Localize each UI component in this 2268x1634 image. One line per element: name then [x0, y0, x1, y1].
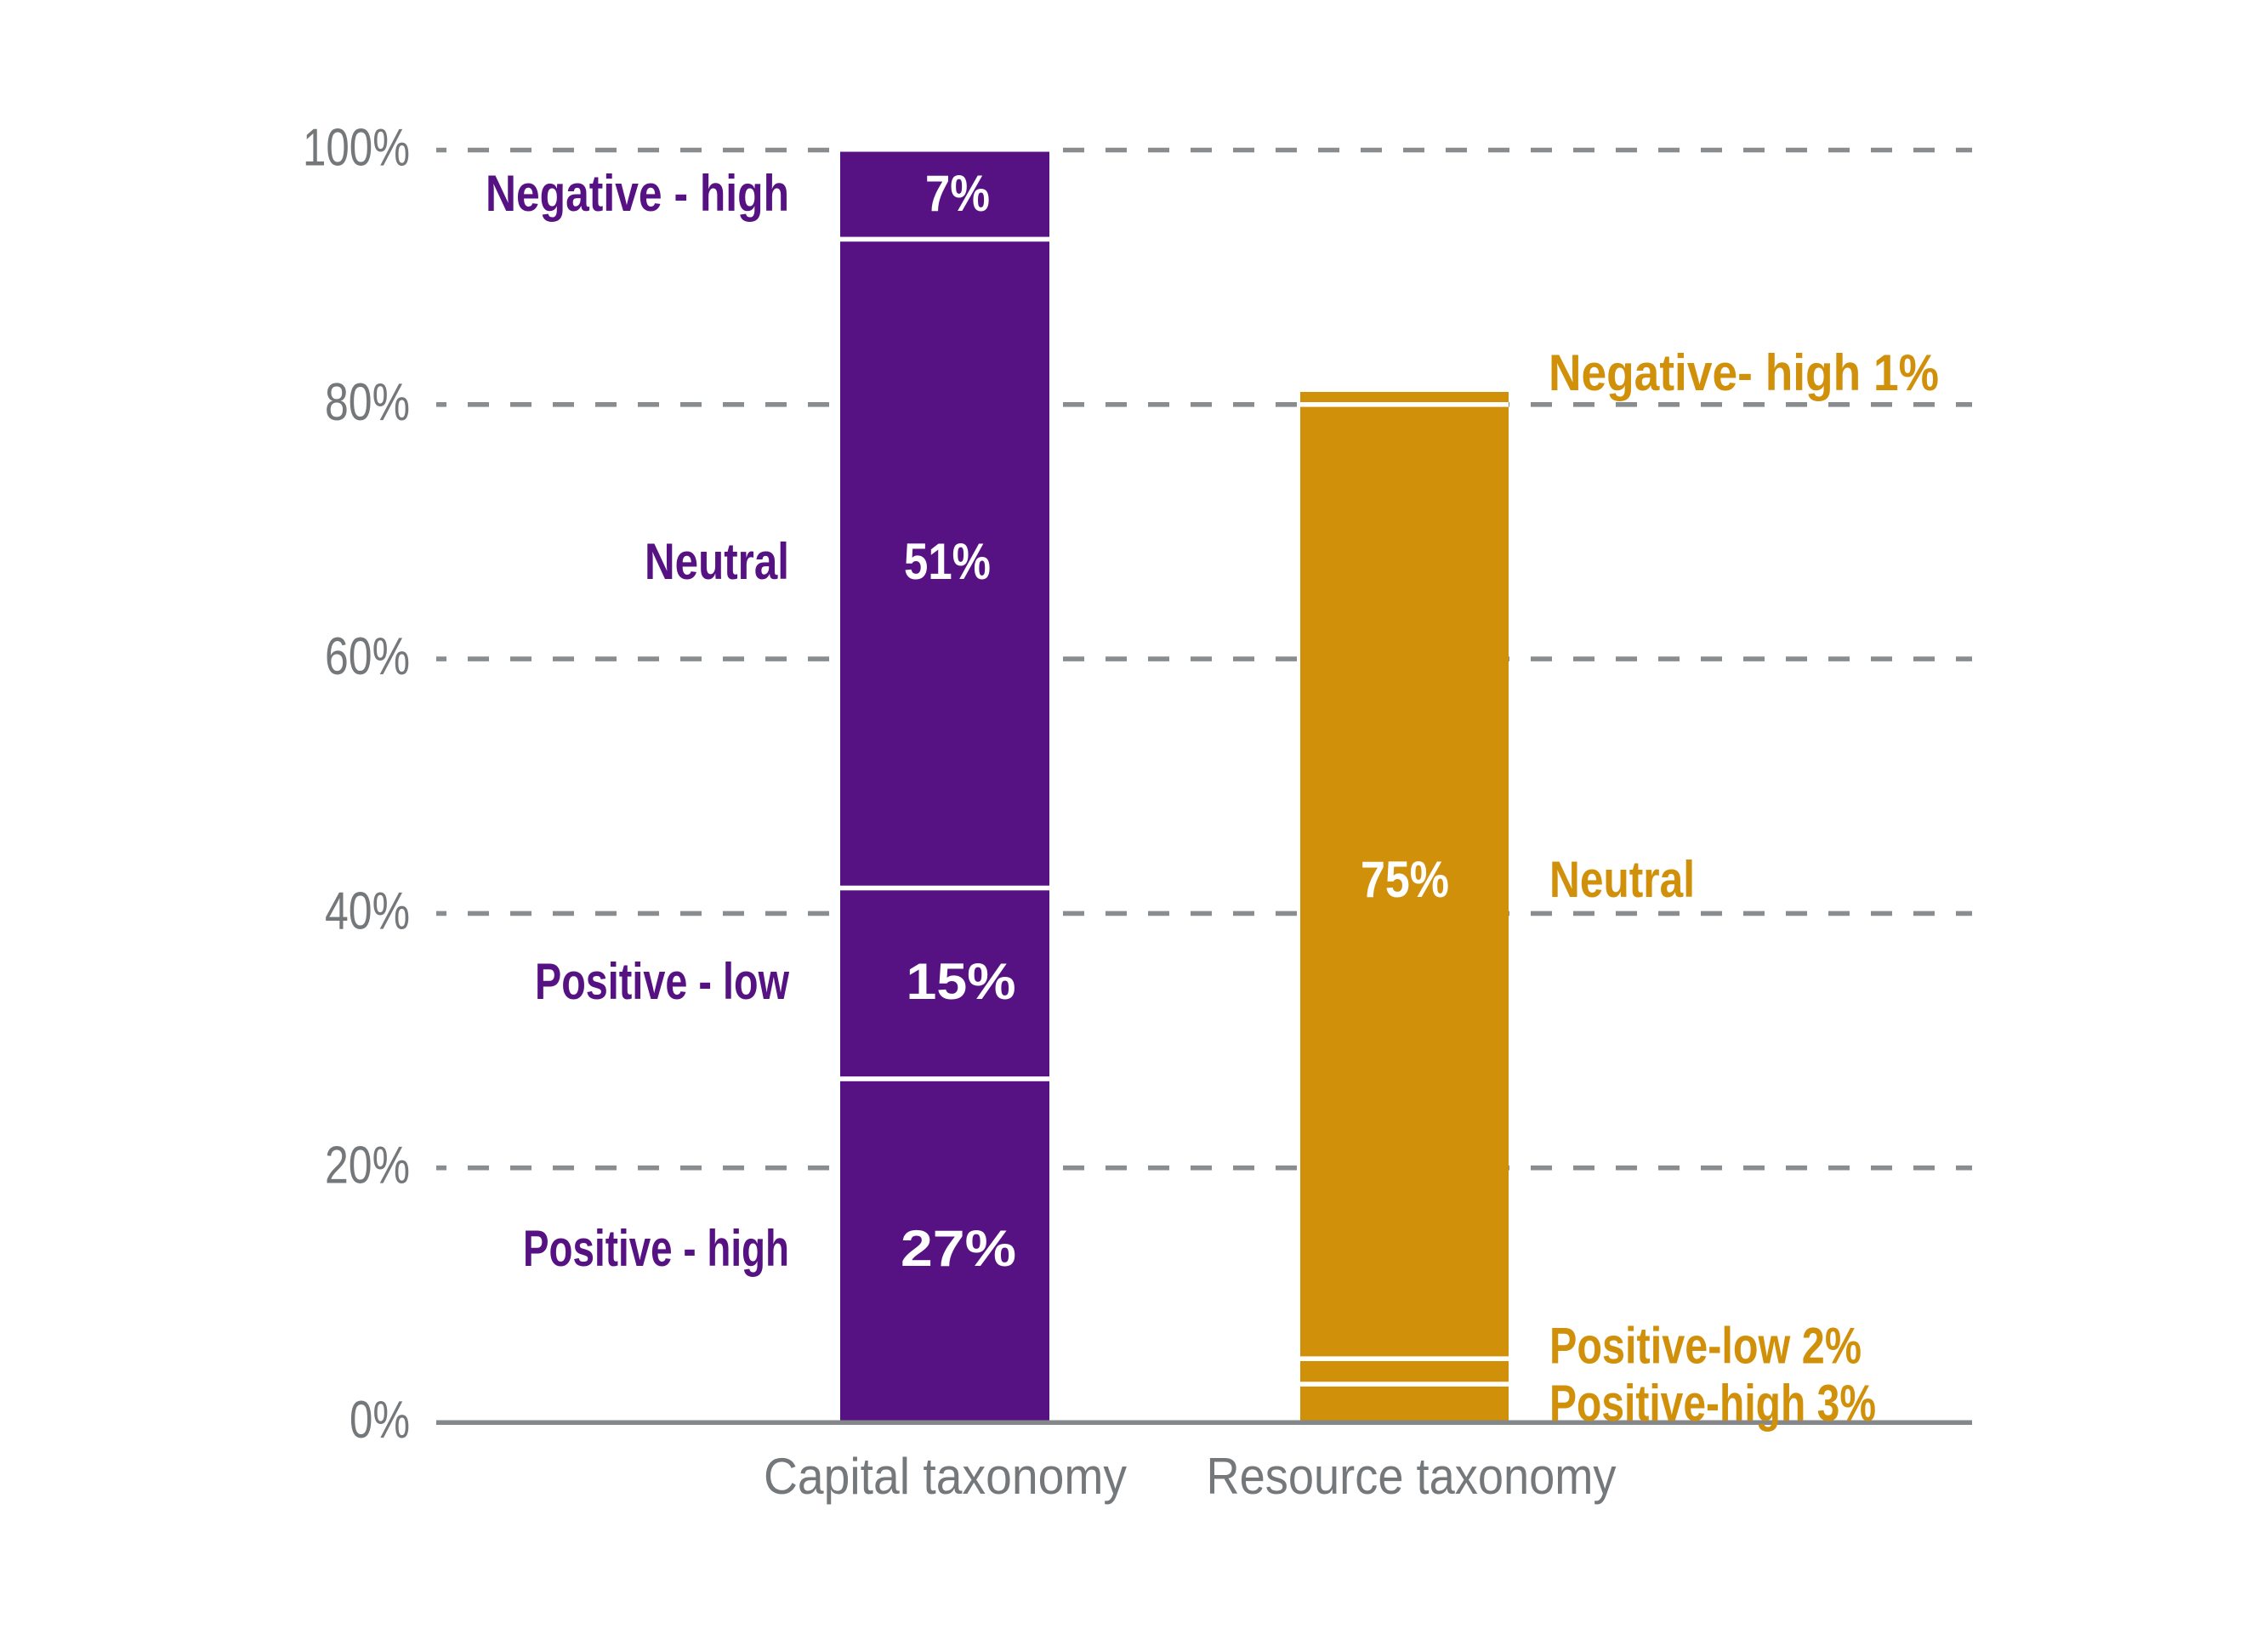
svg-text:Resource taxonomy: Resource taxonomy: [1207, 1448, 1617, 1505]
svg-text:0%: 0%: [350, 1391, 410, 1450]
svg-text:Positive-high 3%: Positive-high 3%: [1549, 1375, 1876, 1432]
svg-text:7%: 7%: [925, 165, 990, 222]
svg-text:100%: 100%: [303, 119, 410, 178]
svg-text:15%: 15%: [907, 953, 1016, 1010]
svg-text:40%: 40%: [325, 882, 410, 940]
svg-text:Negative - high: Negative - high: [486, 165, 789, 222]
svg-text:Positive-low 2%: Positive-low 2%: [1549, 1318, 1862, 1375]
svg-text:51%: 51%: [904, 533, 991, 590]
svg-text:Positive - high: Positive - high: [523, 1220, 789, 1277]
svg-text:Neutral: Neutral: [645, 533, 789, 590]
svg-text:80%: 80%: [325, 373, 410, 432]
svg-text:60%: 60%: [325, 627, 410, 686]
svg-text:Capital taxonomy: Capital taxonomy: [764, 1448, 1127, 1505]
svg-text:27%: 27%: [901, 1220, 1016, 1277]
svg-text:Neutral: Neutral: [1549, 851, 1695, 908]
svg-text:Negative- high 1%: Negative- high 1%: [1549, 344, 1939, 401]
svg-text:20%: 20%: [325, 1137, 410, 1195]
svg-text:75%: 75%: [1361, 851, 1449, 908]
svg-text:Positive - low: Positive - low: [535, 953, 789, 1010]
